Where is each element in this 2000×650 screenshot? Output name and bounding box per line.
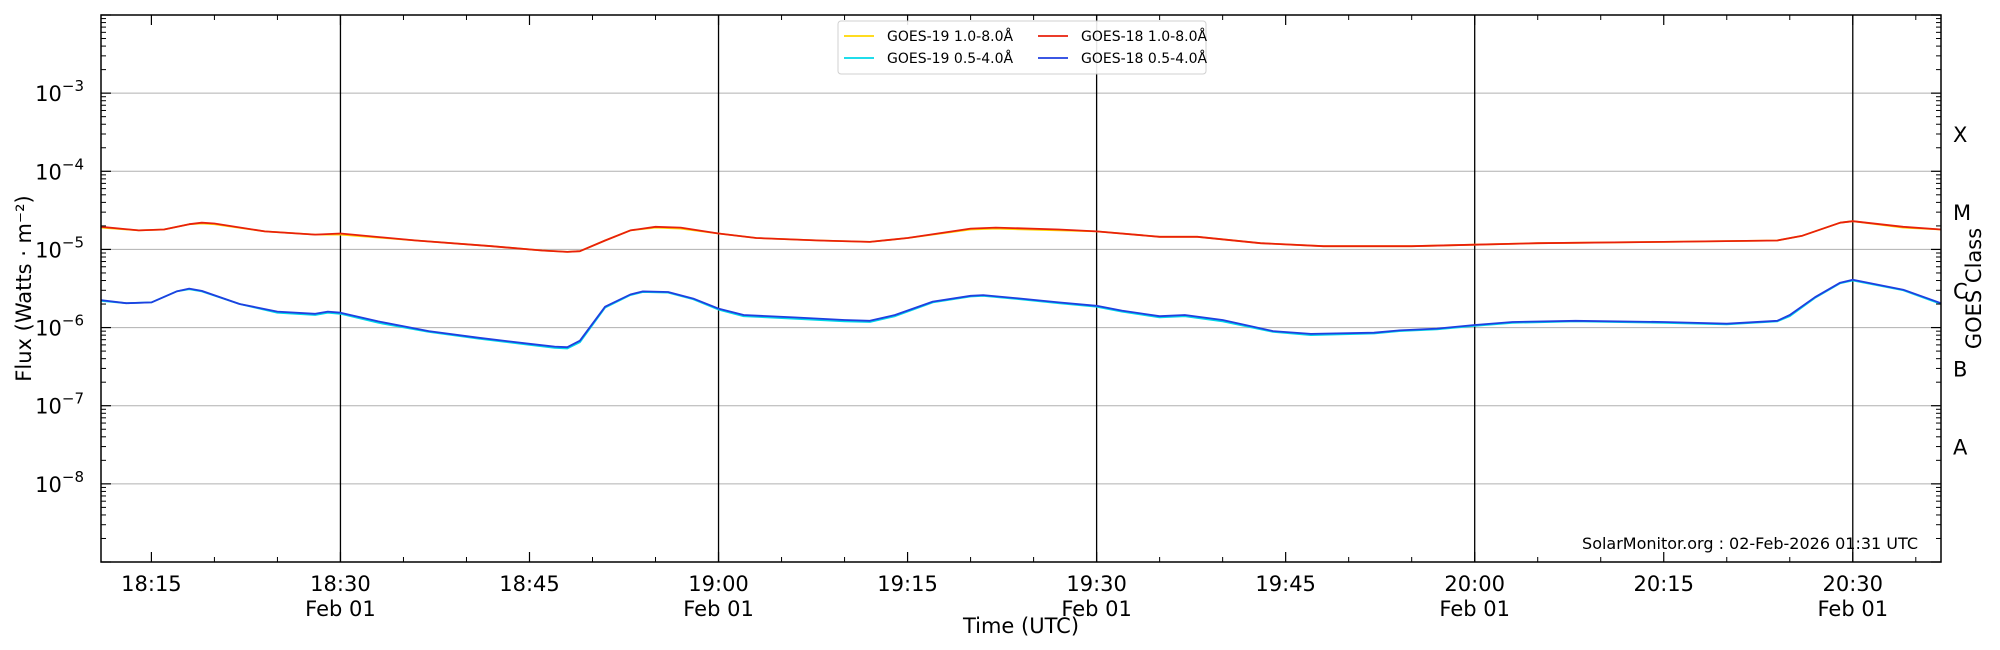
y-tick-label: 10−8 xyxy=(35,468,84,497)
y-tick-exponent: −6 xyxy=(62,312,84,330)
x-tick-date-label: Feb 01 xyxy=(1817,597,1888,621)
goes-class-label: B xyxy=(1953,357,1967,381)
x-tick-date-label: Feb 01 xyxy=(1061,597,1132,621)
solarmonitor-watermark: SolarMonitor.org : 02-Feb-2026 01:31 UTC xyxy=(1582,534,1918,553)
y-tick-label: 10−6 xyxy=(35,312,84,341)
x-tick-date-label: Feb 01 xyxy=(305,597,376,621)
x-tick-label: 19:15 xyxy=(877,572,938,596)
y-tick-label: 10−5 xyxy=(35,233,84,262)
legend: GOES-19 1.0-8.0Å GOES-19 0.5-4.0Å GOES-18 … xyxy=(837,20,1207,75)
x-tick-label: 18:15 xyxy=(121,572,182,596)
y-tick-exponent: −8 xyxy=(62,468,84,486)
series-layer xyxy=(100,220,1942,350)
x-tick-date-label: Feb 01 xyxy=(683,597,754,621)
series-line-goes-19-0-5-4-0- xyxy=(100,279,1942,350)
legend-label: GOES-19 1.0-8.0Å xyxy=(887,28,1013,45)
plot-frame xyxy=(100,14,1942,563)
x-tick-label: 18:30 xyxy=(310,572,371,596)
x-tick-label: 19:30 xyxy=(1066,572,1127,596)
series-line-goes-18-1-0-8-0- xyxy=(100,220,1942,253)
x-tick-label: 20:30 xyxy=(1823,572,1884,596)
y-tick-base: 10 xyxy=(35,160,62,184)
y-tick-label: 10−3 xyxy=(35,77,84,106)
goes-class-label: C xyxy=(1953,279,1968,303)
y-tick-label: 10−4 xyxy=(35,155,84,184)
y-tick-exponent: −3 xyxy=(62,77,84,95)
legend-label: GOES-18 0.5-4.0Å xyxy=(1081,50,1207,67)
goes-class-label: A xyxy=(1953,436,1968,460)
y-tick-exponent: −5 xyxy=(62,233,84,251)
legend-label: GOES-19 0.5-4.0Å xyxy=(887,50,1013,67)
legend-label: GOES-18 1.0-8.0Å xyxy=(1081,28,1207,45)
right-axis-title: GOES Class xyxy=(1962,228,1986,349)
x-tick-label: 20:00 xyxy=(1444,572,1505,596)
y-tick-base: 10 xyxy=(35,395,62,419)
legend-box xyxy=(837,20,1207,75)
x-tick-date-label: Feb 01 xyxy=(1439,597,1510,621)
y-tick-base: 10 xyxy=(35,238,62,262)
x-tick-label: 20:15 xyxy=(1633,572,1694,596)
y-tick-base: 10 xyxy=(35,317,62,341)
grid-layer xyxy=(101,14,1941,563)
y-tick-base: 10 xyxy=(35,473,62,497)
goes-class-label: X xyxy=(1953,123,1967,147)
y-tick-exponent: −7 xyxy=(62,390,84,408)
goes-class-label: M xyxy=(1953,201,1971,225)
series-line-goes-18-0-5-4-0- xyxy=(100,278,1942,349)
y-tick-exponent: −4 xyxy=(62,155,84,173)
x-axis-title: Time (UTC) xyxy=(962,614,1079,638)
x-tick-label: 19:45 xyxy=(1255,572,1316,596)
x-tick-label: 19:00 xyxy=(688,572,749,596)
x-tick-label: 18:45 xyxy=(499,572,560,596)
day-marker-lines xyxy=(339,15,1854,562)
y-tick-base: 10 xyxy=(35,82,62,106)
y-axis-title: Flux (Watts · m⁻²) xyxy=(12,195,36,381)
y-tick-label: 10−7 xyxy=(35,390,84,419)
